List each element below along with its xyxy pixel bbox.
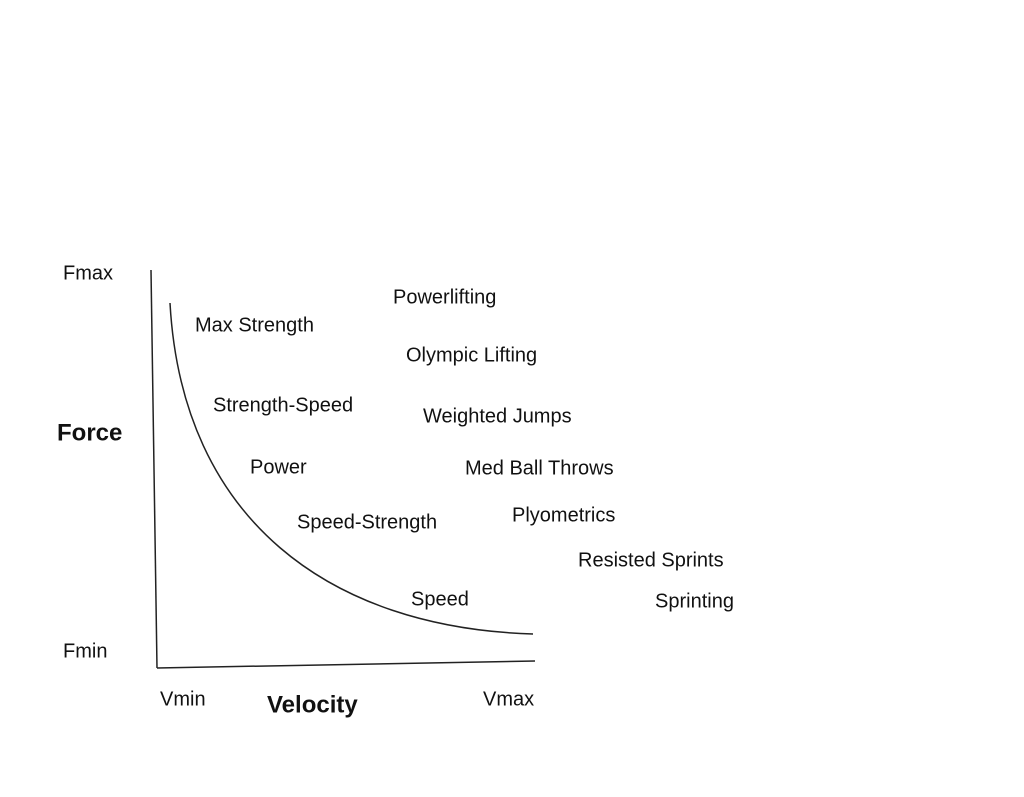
zone-label: Power	[250, 456, 307, 478]
x-axis-title: Velocity	[267, 691, 358, 718]
method-label: Med Ball Throws	[465, 457, 614, 479]
y-max-label: Fmax	[63, 262, 113, 284]
y-axis	[150, 269, 158, 669]
y-axis-title: Force	[57, 419, 122, 446]
x-min-label: Vmin	[160, 688, 206, 710]
method-label: Olympic Lifting	[406, 344, 537, 366]
y-min-label: Fmin	[63, 640, 107, 662]
x-axis	[156, 660, 536, 669]
method-label: Resisted Sprints	[578, 549, 724, 571]
zone-label: Strength-Speed	[213, 394, 353, 416]
method-label: Weighted Jumps	[423, 405, 572, 427]
zone-label: Speed-Strength	[297, 511, 437, 533]
zone-label: Max Strength	[195, 314, 314, 336]
method-label: Sprinting	[655, 590, 734, 612]
x-max-label: Vmax	[483, 688, 534, 710]
method-label: Plyometrics	[512, 504, 615, 526]
method-label: Powerlifting	[393, 286, 496, 308]
zone-label: Speed	[411, 588, 469, 610]
force-velocity-curve	[169, 302, 534, 635]
